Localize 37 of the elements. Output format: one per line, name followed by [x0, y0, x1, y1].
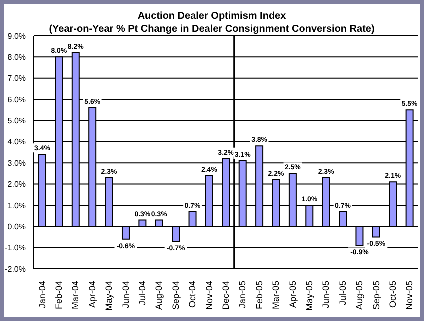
- x-tick-label: Feb-04: [54, 281, 64, 310]
- x-tick-label: May-04: [104, 281, 114, 312]
- y-tick-label: 7.0%: [8, 74, 26, 84]
- chart-title: Auction Dealer Optimism Index: [136, 10, 288, 23]
- x-tick-label: Apr-05: [288, 281, 298, 308]
- x-tick-label: Dec-04: [221, 281, 231, 310]
- y-tick-label: 4.0%: [8, 138, 26, 147]
- y-tick-label: 0.0%: [8, 222, 26, 232]
- x-tick-label: Nov-04: [204, 281, 214, 310]
- x-tick-label: Jun-05: [321, 281, 332, 309]
- x-tick-label: Sep-05: [371, 281, 382, 310]
- x-tick-label: Mar-05: [271, 281, 282, 310]
- x-tick-label: Jan-04: [37, 281, 48, 309]
- y-tick-label: -1.0%: [5, 244, 26, 253]
- x-tick-label: Mar-04: [70, 281, 81, 310]
- x-tick-label: Jul-05: [338, 281, 348, 306]
- x-tick-label: Aug-04: [154, 281, 164, 310]
- x-tick-label: Jun-04: [120, 281, 131, 309]
- x-tick-label: Oct-05: [388, 281, 398, 308]
- y-tick-label: 2.0%: [8, 180, 26, 190]
- chart-subtitle: (Year-on-Year % Pt Change in Dealer Consignment Conversion Rate): [49, 24, 375, 35]
- x-tick-label: Sep-04: [170, 281, 181, 310]
- x-tick-label: Jan-05: [238, 281, 248, 309]
- y-tick-label: 8.0%: [8, 53, 26, 62]
- x-tick-label: Jul-04: [138, 281, 148, 306]
- x-tick-label: Feb-05: [254, 281, 264, 310]
- x-tick-label: May-05: [304, 281, 314, 312]
- x-tick-label: Apr-04: [87, 281, 98, 308]
- y-tick-label: -2.0%: [5, 264, 26, 274]
- x-tick-label: Oct-04: [188, 281, 198, 308]
- y-tick-label: 3.0%: [8, 158, 26, 168]
- y-tick-label: 5.0%: [8, 116, 26, 126]
- y-tick-label: 6.0%: [8, 95, 26, 104]
- y-tick-label: 9.0%: [8, 32, 26, 41]
- x-tick-label: Nov-05: [404, 281, 415, 310]
- y-tick-label: 1.0%: [8, 201, 26, 210]
- x-tick-label: Aug-05: [354, 281, 365, 310]
